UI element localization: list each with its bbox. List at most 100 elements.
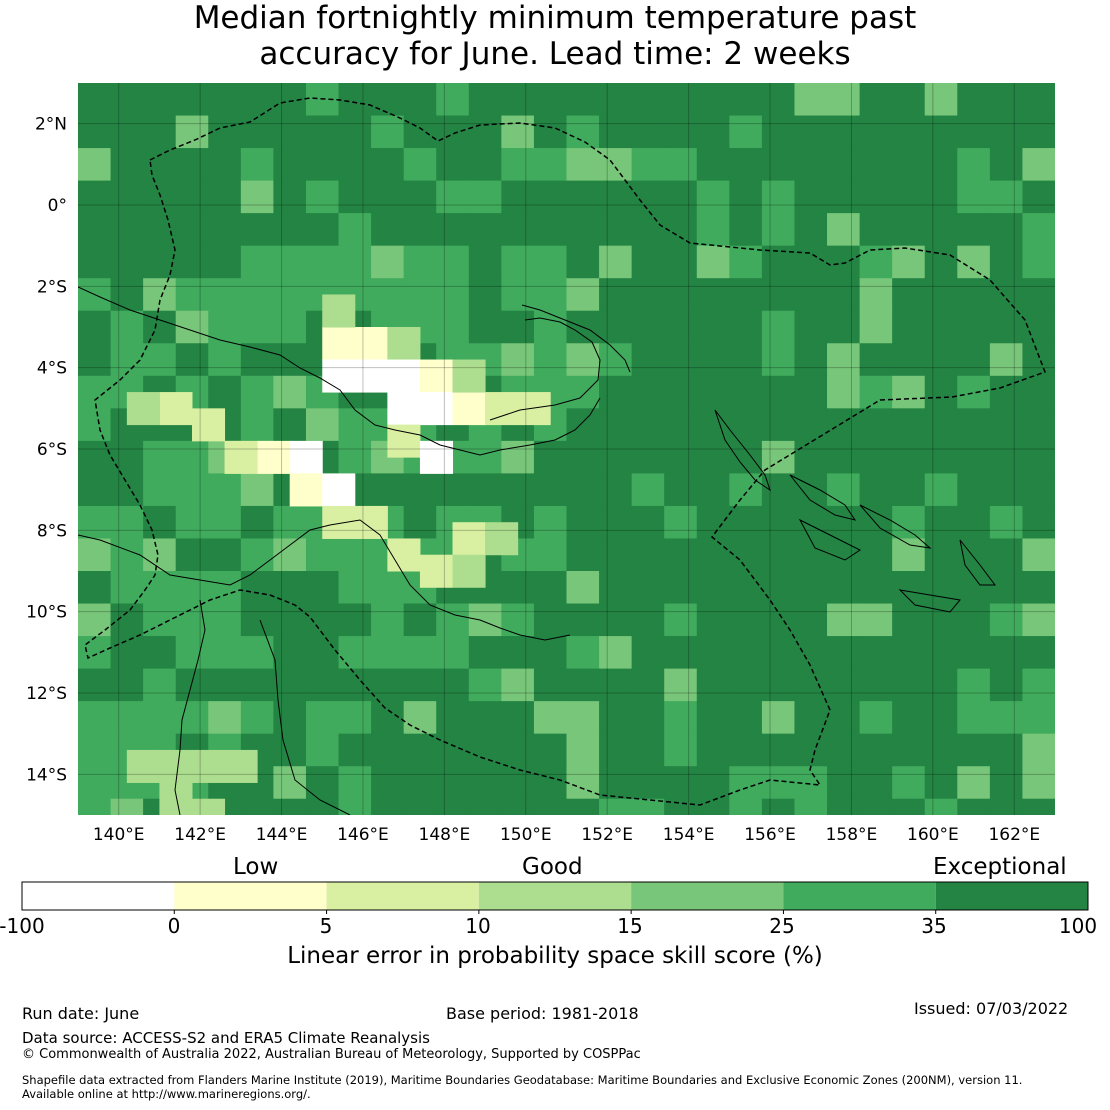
grid-cell: [957, 245, 991, 279]
grid-cell: [143, 603, 177, 637]
grid-cell: [924, 636, 958, 670]
title-line-1: Median fortnightly minimum temperature p…: [193, 0, 917, 36]
grid-cell: [273, 245, 307, 279]
grid-cell: [664, 375, 698, 409]
coastlines: [78, 286, 996, 815]
grid-cell: [761, 180, 795, 214]
issued-date: Issued: 07/03/2022: [914, 999, 1069, 1018]
bougainville-coast: [714, 409, 771, 492]
grid-cell: [1022, 473, 1055, 507]
grid-cell: [501, 83, 535, 117]
grid-cell: [989, 278, 1023, 312]
grid-cell: [273, 603, 307, 637]
grid-cell: [78, 180, 112, 214]
grid-cell: [403, 603, 437, 637]
grid-cell: [78, 408, 112, 442]
grid-cell: [664, 571, 698, 605]
grid-cell: [827, 148, 861, 182]
grid-cell: [794, 668, 828, 702]
grid-cell: [827, 701, 861, 735]
new-guinea-coast: [78, 286, 601, 641]
grid-cell: [143, 668, 177, 702]
grid-cell: [729, 733, 763, 767]
grid-cell: [957, 278, 991, 312]
grid-cell: [924, 798, 958, 815]
grid-cell: [599, 83, 633, 117]
grid-cell: [631, 245, 665, 279]
grid-cell: [452, 522, 486, 556]
grid-cell: [599, 343, 633, 377]
lat-tick-label: 12°S: [26, 684, 67, 704]
grid-cell: [566, 148, 600, 182]
grid-cell: [468, 148, 502, 182]
grid-cell: [566, 213, 600, 247]
grid-cell: [599, 473, 633, 507]
grid-cell: [143, 245, 177, 279]
grid-cell: [664, 538, 698, 572]
grid-cell: [599, 636, 633, 670]
grid-cell: [371, 473, 405, 507]
colorbar-tick-label: 5: [319, 914, 333, 938]
grid-cell: [110, 668, 144, 702]
grid-cell: [436, 668, 470, 702]
grid-cell: [989, 766, 1023, 800]
grid-cell: [989, 408, 1023, 442]
grid-cell: [175, 505, 209, 539]
grid-cell: [338, 440, 372, 474]
grid-cell: [566, 636, 600, 670]
grid-cell: [989, 180, 1023, 214]
grid-cell: [989, 701, 1023, 735]
grid-cell: [924, 668, 958, 702]
grid-cell: [729, 180, 763, 214]
colorbar-segment: [783, 882, 936, 910]
grid-cell: [794, 180, 828, 214]
grid-cell: [501, 636, 535, 670]
grid-cell: [729, 798, 763, 815]
grid-cell: [175, 148, 209, 182]
grid-cell: [240, 148, 274, 182]
grid-cell: [78, 668, 112, 702]
grid-cell: [436, 245, 470, 279]
grid-cell: [533, 733, 567, 767]
grid-cell: [78, 603, 112, 637]
grid-cell: [566, 440, 600, 474]
grid-cell: [924, 115, 958, 149]
grid-cell: [924, 473, 958, 507]
grid-cell: [143, 180, 177, 214]
grid-cell: [892, 766, 926, 800]
grid-cell: [305, 798, 340, 815]
grid-cell: [533, 538, 567, 572]
grid-cell: [1022, 375, 1055, 409]
grid-cell: [859, 668, 893, 702]
grid-cell: [436, 603, 470, 637]
grid-cell: [240, 278, 274, 312]
grid-cell: [859, 603, 893, 637]
grid-cell: [436, 733, 470, 767]
grid-cell: [110, 148, 144, 182]
grid-cell: [892, 180, 926, 214]
grid-cell: [859, 278, 893, 312]
grid-cell: [143, 343, 177, 377]
grid-cell: [566, 375, 600, 409]
grid-cell: [338, 115, 372, 149]
grid-cell: [566, 798, 600, 815]
grid-cell: [827, 505, 861, 539]
grid-cell: [371, 148, 405, 182]
skill-score-grid: [78, 83, 1055, 815]
grid-cell: [729, 343, 763, 377]
grid-cell: [371, 180, 405, 214]
grid-cell: [403, 245, 437, 279]
grid-cell: [859, 473, 893, 507]
grid-cell: [273, 180, 307, 214]
grid-cell: [827, 473, 861, 507]
lat-tick-label: 10°S: [26, 603, 67, 623]
grid-cell: [827, 115, 861, 149]
grid-cell: [240, 343, 274, 377]
grid-cell: [599, 733, 633, 767]
grid-cell: [892, 408, 926, 442]
grid-cell: [696, 701, 730, 735]
grid-cell: [957, 375, 991, 409]
grid-cell: [175, 83, 209, 117]
grid-cell: [924, 148, 958, 182]
grid-cell: [794, 148, 828, 182]
